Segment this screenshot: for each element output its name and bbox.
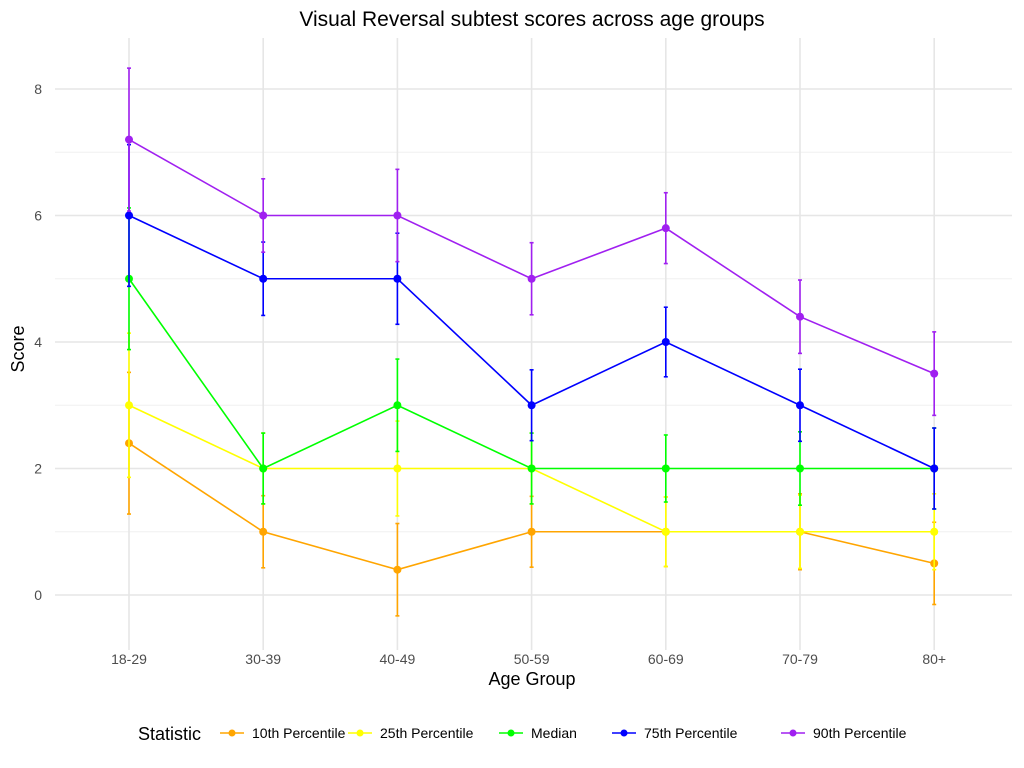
y-axis-label: Score [8, 325, 28, 372]
data-point [796, 312, 804, 321]
legend-label: 90th Percentile [813, 725, 907, 741]
legend-title: Statistic [138, 724, 201, 744]
x-tick-label: 30-39 [245, 651, 281, 667]
data-point [393, 565, 402, 574]
data-point [393, 211, 402, 220]
series-90th-percentile [125, 67, 939, 417]
y-tick-label: 6 [34, 208, 42, 224]
legend-label: Median [531, 725, 577, 741]
series-layer [125, 67, 939, 617]
data-point [393, 274, 402, 283]
x-tick-label: 70-79 [782, 651, 818, 667]
data-point [527, 527, 536, 536]
data-point [796, 527, 804, 536]
legend-marker [507, 729, 515, 737]
data-point [259, 527, 268, 536]
data-point [796, 401, 804, 410]
x-tick-label: 40-49 [379, 651, 415, 667]
legend-marker [228, 729, 236, 737]
data-point [259, 211, 268, 220]
data-point [527, 274, 536, 283]
grid [55, 38, 1012, 650]
data-point [527, 464, 536, 473]
series-75th-percentile [125, 143, 939, 510]
data-point [259, 464, 268, 473]
x-axis: 18-29 30-39 40-49 50-59 60-69 70-79 80+ [111, 651, 946, 667]
legend-label: 75th Percentile [644, 725, 738, 741]
x-tick-label: 18-29 [111, 651, 147, 667]
legend-marker [356, 729, 364, 737]
legend-marker [620, 729, 628, 737]
legend-marker [789, 729, 797, 737]
data-point [393, 464, 402, 473]
data-point [796, 464, 804, 473]
x-tick-label: 60-69 [648, 651, 684, 667]
data-point [259, 274, 268, 283]
y-tick-label: 2 [34, 461, 42, 477]
data-point [661, 527, 670, 536]
y-axis: 0 2 4 6 8 [34, 81, 42, 603]
y-tick-label: 4 [34, 334, 42, 350]
data-point [527, 401, 536, 410]
data-point [930, 527, 939, 536]
chart-title: Visual Reversal subtest scores across ag… [299, 8, 764, 31]
legend-label: 10th Percentile [252, 725, 346, 741]
data-point [661, 464, 670, 473]
legend: Statistic 10th Percentile 25th Percentile… [138, 724, 907, 744]
data-point [393, 401, 402, 410]
data-point [661, 338, 670, 346]
data-point [125, 211, 133, 220]
legend-label: 25th Percentile [380, 725, 474, 741]
y-tick-label: 0 [34, 587, 42, 603]
data-point [125, 401, 133, 410]
data-point [125, 135, 133, 144]
x-tick-label: 50-59 [514, 651, 550, 667]
data-point [930, 369, 939, 378]
y-tick-label: 8 [34, 81, 42, 97]
x-tick-label: 80+ [922, 651, 946, 667]
data-point [930, 464, 939, 473]
x-axis-label: Age Group [488, 669, 575, 689]
data-point [661, 224, 670, 233]
